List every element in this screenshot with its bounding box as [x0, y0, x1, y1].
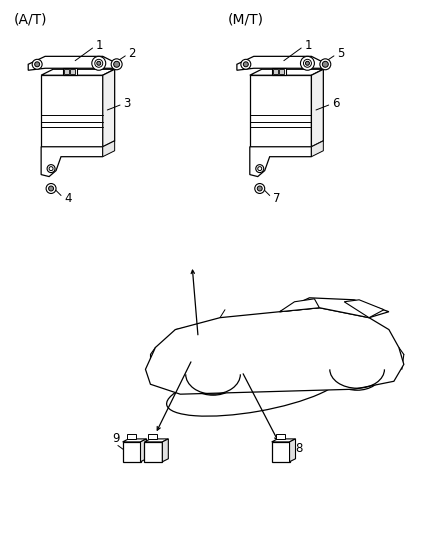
- Text: 1: 1: [96, 39, 103, 52]
- Text: 5: 5: [337, 47, 345, 60]
- Text: (M/T): (M/T): [228, 13, 264, 27]
- Circle shape: [111, 59, 122, 70]
- FancyBboxPatch shape: [63, 68, 77, 75]
- FancyBboxPatch shape: [148, 434, 157, 439]
- Polygon shape: [123, 439, 146, 442]
- Polygon shape: [290, 439, 296, 462]
- FancyBboxPatch shape: [70, 69, 75, 74]
- Ellipse shape: [198, 369, 228, 389]
- Text: 3: 3: [124, 96, 131, 110]
- Polygon shape: [311, 141, 323, 157]
- Circle shape: [244, 62, 248, 67]
- Polygon shape: [41, 147, 103, 176]
- Ellipse shape: [189, 364, 237, 395]
- Polygon shape: [103, 69, 115, 147]
- FancyBboxPatch shape: [276, 434, 285, 439]
- Polygon shape: [279, 299, 319, 312]
- Text: (A/T): (A/T): [13, 13, 47, 27]
- Polygon shape: [344, 300, 384, 318]
- Circle shape: [47, 165, 55, 173]
- FancyBboxPatch shape: [64, 69, 69, 74]
- Text: 8: 8: [296, 442, 303, 455]
- Text: 1: 1: [304, 39, 312, 52]
- Circle shape: [257, 186, 262, 191]
- Circle shape: [32, 59, 42, 69]
- Polygon shape: [123, 442, 141, 462]
- FancyBboxPatch shape: [273, 69, 278, 74]
- Polygon shape: [272, 439, 296, 442]
- Polygon shape: [145, 442, 162, 462]
- Polygon shape: [141, 439, 146, 462]
- Polygon shape: [250, 69, 323, 75]
- FancyBboxPatch shape: [279, 69, 283, 74]
- Polygon shape: [250, 147, 311, 176]
- Circle shape: [114, 61, 120, 67]
- Text: 4: 4: [64, 192, 71, 205]
- Polygon shape: [311, 69, 323, 147]
- Ellipse shape: [166, 362, 343, 416]
- Text: 7: 7: [273, 192, 280, 205]
- Text: 2: 2: [129, 47, 136, 60]
- Circle shape: [255, 183, 265, 193]
- Polygon shape: [28, 56, 113, 70]
- Polygon shape: [103, 141, 115, 157]
- Circle shape: [320, 59, 331, 70]
- Polygon shape: [279, 298, 389, 318]
- Circle shape: [241, 59, 251, 69]
- Circle shape: [97, 61, 101, 65]
- Polygon shape: [272, 442, 290, 462]
- Circle shape: [258, 167, 262, 171]
- Polygon shape: [41, 69, 115, 75]
- Circle shape: [49, 186, 53, 191]
- Ellipse shape: [333, 358, 381, 390]
- Text: 6: 6: [332, 96, 340, 110]
- Polygon shape: [162, 439, 168, 462]
- Text: 9: 9: [113, 432, 120, 446]
- Ellipse shape: [342, 365, 372, 384]
- FancyBboxPatch shape: [127, 434, 135, 439]
- Polygon shape: [250, 75, 311, 147]
- FancyBboxPatch shape: [272, 68, 286, 75]
- Polygon shape: [41, 75, 103, 147]
- Circle shape: [322, 61, 328, 67]
- Circle shape: [35, 62, 40, 67]
- Polygon shape: [145, 308, 404, 394]
- Circle shape: [300, 56, 314, 70]
- Polygon shape: [145, 439, 168, 442]
- Circle shape: [92, 56, 106, 70]
- Circle shape: [95, 59, 103, 67]
- Circle shape: [256, 165, 264, 173]
- Circle shape: [304, 59, 311, 67]
- Circle shape: [305, 61, 309, 65]
- Polygon shape: [237, 56, 321, 70]
- Circle shape: [49, 167, 53, 171]
- Circle shape: [46, 183, 56, 193]
